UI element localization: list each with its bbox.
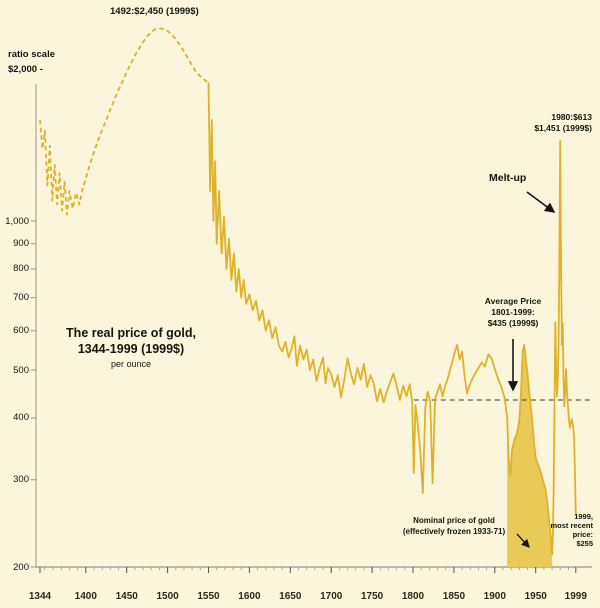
- chart-title-line2: 1344-1999 (1999$): [77, 341, 185, 356]
- y-tick-labels: 1,000 900 800 700 600 500 400 300 200: [0, 0, 30, 608]
- x-tick-label: 1800: [401, 591, 425, 602]
- y-axis-top-label: $2,000 -: [8, 63, 43, 75]
- x-tick-label: 1999: [564, 591, 587, 602]
- nominal-price-arrow: [516, 533, 530, 548]
- annotation-nominal-line2: (effectively frozen 1933-71): [402, 526, 506, 536]
- annotation-1492-peak: 1492:$2,450 (1999$): [110, 6, 199, 17]
- annotation-recent-price: 1999, most recent price: $255: [548, 512, 593, 548]
- annotation-average-line1: Average Price: [484, 296, 542, 306]
- annotation-1980-line1: 1980:$613: [551, 112, 592, 122]
- x-tick-label: 1950: [524, 591, 547, 602]
- x-tick-label: 1450: [115, 591, 138, 602]
- annotation-1980-line2: $1,451 (1999$): [534, 123, 592, 133]
- annotation-1980-peak: 1980:$613 $1,451 (1999$): [514, 112, 592, 134]
- y-tick-label: 400: [13, 412, 29, 424]
- annotation-average-price: Average Price 1801-1999: $435 (1999$): [460, 296, 566, 328]
- x-tick-label: 1900: [483, 591, 506, 602]
- x-tick-label: 1550: [197, 591, 220, 602]
- annotation-nominal-line1: Nominal price of gold: [413, 516, 495, 525]
- chart-title: The real price of gold,: [66, 326, 196, 340]
- recent-price-line: most recent: [550, 521, 593, 530]
- x-tick-label: 1700: [320, 591, 343, 602]
- y-tick-label: 600: [13, 325, 29, 337]
- recent-price-line: 1999,: [574, 512, 593, 521]
- annotation-average-line2: 1801-1999:: [491, 306, 535, 317]
- annotation-average-line3: $435 (1999$): [487, 317, 539, 328]
- y-tick-label: 900: [13, 238, 29, 250]
- annotation-nominal-price: Nominal price of gold (effectively froze…: [383, 516, 525, 537]
- y-tick-label: 800: [13, 263, 29, 275]
- recent-price-line: $255: [576, 539, 593, 548]
- y-axis-scale-block: ratio scale $2,000 -: [8, 48, 55, 77]
- y-tick-label: 500: [13, 364, 29, 376]
- recent-price-line: price:: [572, 530, 593, 539]
- y-axis-scale-note: ratio scale: [8, 49, 55, 60]
- x-tick-labels: 1344 1400 1450 1500 1550 1600 1650 1700 1750 1800…: [0, 591, 600, 607]
- x-tick-label: 1344: [28, 591, 52, 602]
- y-tick-label: 200: [13, 561, 29, 573]
- x-tick-label: 1600: [238, 591, 261, 602]
- x-tick-label: 1850: [442, 591, 466, 602]
- meltup-arrow: [526, 191, 556, 213]
- nominal-era-fill: [507, 344, 553, 567]
- annotation-meltup: Melt-up: [489, 172, 527, 184]
- x-tick-label: 1650: [279, 591, 302, 602]
- x-tick-label: 1750: [360, 591, 384, 602]
- chart-title-block: The real price of gold, 1344-1999 (1999$…: [56, 326, 206, 369]
- x-tick-label: 1400: [74, 591, 97, 602]
- real-price-dashed-line: [39, 27, 210, 216]
- y-tick-label: 1,000: [5, 215, 29, 227]
- y-tick-label: 700: [13, 292, 29, 304]
- x-tick-label: 1500: [156, 591, 179, 602]
- real-price-solid-line: [207, 82, 577, 556]
- y-tick-label: 300: [13, 474, 29, 486]
- chart-subtitle: per ounce: [110, 359, 152, 369]
